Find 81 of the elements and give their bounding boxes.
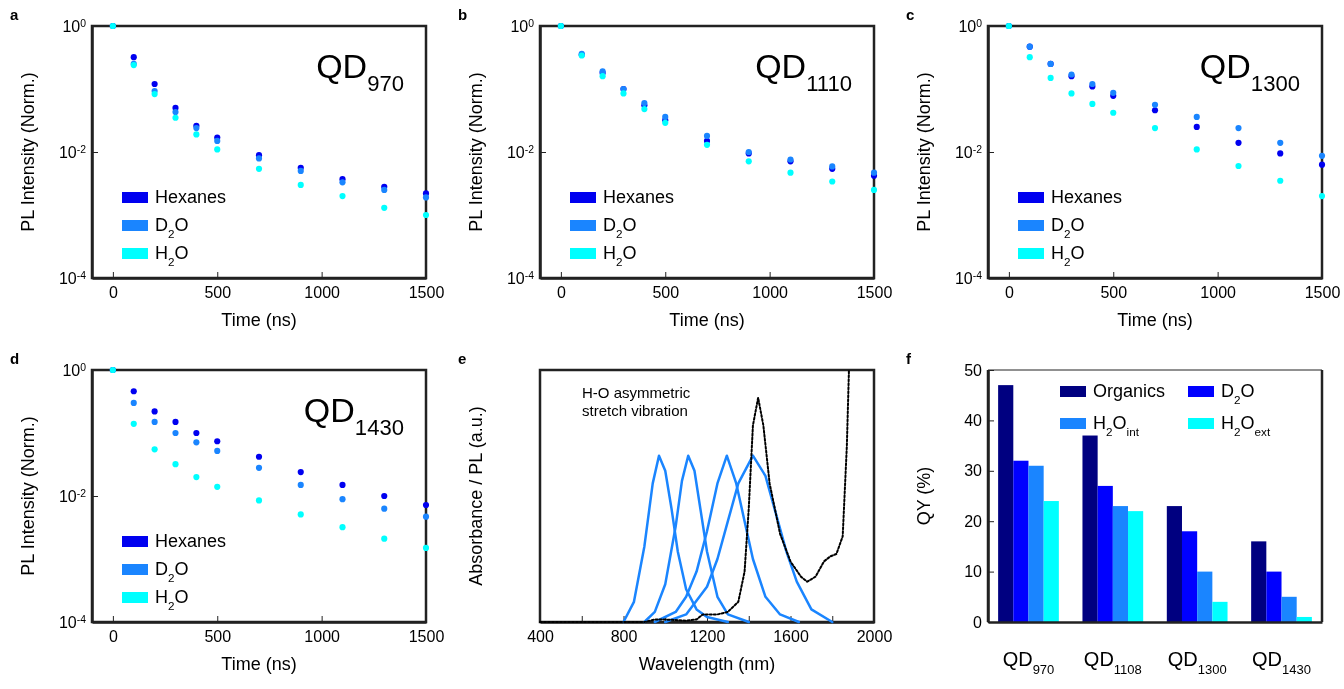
y-tick-label: 50 xyxy=(964,361,983,379)
x-tick-label: 1000 xyxy=(752,284,789,302)
x-tick-label: 1500 xyxy=(408,628,445,646)
legend-label: D$_{2}$O xyxy=(155,215,189,240)
x-tick-label: 500 xyxy=(652,284,680,302)
x-tick-label: QD$_{1430}$ xyxy=(1252,648,1311,677)
y-axis-title: PL Intensity (Norm.) xyxy=(914,72,934,232)
x-axis-title: Time (ns) xyxy=(221,310,297,330)
legend-label: D$_{2}$O xyxy=(1221,381,1255,406)
x-tick-label: 1500 xyxy=(856,284,893,302)
x-tick-label: 0 xyxy=(108,284,118,302)
x-tick-label: QD$_{970}$ xyxy=(1002,648,1055,677)
x-tick-label: QD$_{1108}$ xyxy=(1083,648,1142,677)
x-tick-label: 0 xyxy=(556,284,566,302)
x-axis-title: Time (ns) xyxy=(221,654,297,674)
legend-label: D$_{2}$O xyxy=(1051,215,1085,240)
y-tick-label: 10 xyxy=(964,563,983,581)
legend-label: H$_{2}$O$_{int}$ xyxy=(1093,413,1140,438)
y-tick-label: 10$^{0}$ xyxy=(958,17,983,35)
x-tick-label: 1500 xyxy=(1304,284,1341,302)
legend-label: Organics xyxy=(1093,381,1166,401)
legend-label: H$_{2}$O xyxy=(1051,243,1085,268)
y-axis-title: PL Intensity (Norm.) xyxy=(466,72,486,232)
y-tick-label: 10$^{-2}$ xyxy=(58,143,87,161)
y-axis-title: PL Intensity (Norm.) xyxy=(18,416,38,576)
x-tick-label: QD$_{1300}$ xyxy=(1167,648,1227,677)
x-tick-label: 0 xyxy=(108,628,118,646)
x-tick-label: 500 xyxy=(204,628,232,646)
x-axis-title: Time (ns) xyxy=(669,310,745,330)
legend-label: Hexanes xyxy=(155,187,227,207)
text: b xyxy=(458,6,468,23)
y-tick-label: 10$^{-2}$ xyxy=(506,143,535,161)
x-tick-label: 1000 xyxy=(304,628,341,646)
annotation: H-O asymmetric stretch vibration xyxy=(582,384,691,419)
legend-label: H$_{2}$O xyxy=(155,587,189,612)
x-tick-label: 2000 xyxy=(856,628,893,646)
legend-label: D$_{2}$O xyxy=(603,215,637,240)
x-tick-label: 1000 xyxy=(304,284,341,302)
legend-label: Hexanes xyxy=(155,531,227,551)
text: d xyxy=(10,350,20,367)
x-tick-label: 1600 xyxy=(773,628,809,646)
y-tick-label: 10$^{-2}$ xyxy=(954,143,983,161)
x-tick-label: 400 xyxy=(527,628,554,646)
y-tick-label: 0 xyxy=(973,613,983,631)
text: QD$_{1430}$ xyxy=(303,391,404,440)
y-tick-label: 10$^{-4}$ xyxy=(58,613,87,631)
text: a xyxy=(10,6,19,23)
y-axis-title: QY (%) xyxy=(914,466,934,526)
legend-label: H$_{2}$O xyxy=(155,243,189,268)
y-tick-label: 10$^{-4}$ xyxy=(58,269,87,287)
legend-label: D$_{2}$O xyxy=(155,559,189,584)
y-tick-label: 10$^{-2}$ xyxy=(58,487,87,505)
x-axis-title: Time (ns) xyxy=(1117,310,1193,330)
y-tick-label: 10$^{0}$ xyxy=(510,17,535,35)
x-tick-label: 1500 xyxy=(408,284,445,302)
text: QD$_{970}$ xyxy=(316,47,404,96)
y-tick-label: 10$^{-4}$ xyxy=(954,269,983,287)
y-tick-label: 30 xyxy=(964,462,983,480)
x-tick-label: 1000 xyxy=(1200,284,1237,302)
legend-label: Hexanes xyxy=(1051,187,1123,207)
y-axis-title: PL Intensity (Norm.) xyxy=(18,72,38,232)
text: QD$_{1300}$ xyxy=(1199,47,1300,96)
y-tick-label: 40 xyxy=(964,412,983,430)
legend-label: Hexanes xyxy=(603,187,675,207)
legend-label: H$_{2}$O$_{ext}$ xyxy=(1221,413,1271,438)
x-tick-label: 800 xyxy=(610,628,638,646)
y-tick-label: 10$^{-4}$ xyxy=(506,269,535,287)
text: e xyxy=(458,350,467,367)
x-tick-label: 500 xyxy=(204,284,232,302)
text: QD$_{1110}$ xyxy=(755,47,852,96)
y-tick-label: 20 xyxy=(964,512,983,530)
y-axis-title: Absorbance / PL (a.u.) xyxy=(466,406,486,586)
text: c xyxy=(906,6,915,23)
y-tick-label: 10$^{0}$ xyxy=(62,361,87,379)
x-tick-label: 500 xyxy=(1100,284,1128,302)
text: f xyxy=(906,350,912,367)
x-tick-label: 1200 xyxy=(689,628,726,646)
y-tick-label: 10$^{0}$ xyxy=(62,17,87,35)
x-axis-title: Wavelength (nm) xyxy=(638,654,776,674)
x-tick-label: 0 xyxy=(1004,284,1014,302)
legend-label: H$_{2}$O xyxy=(603,243,637,268)
